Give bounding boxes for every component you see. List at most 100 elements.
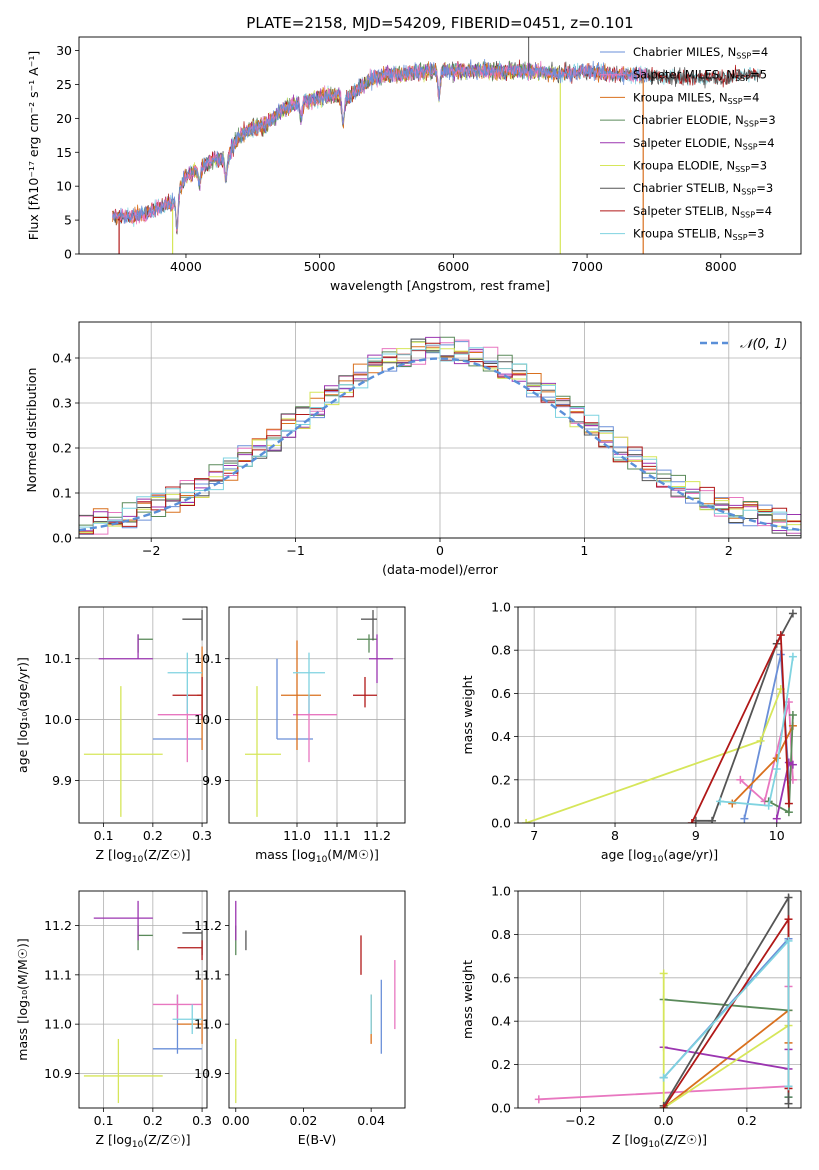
residuals-legend-label: 𝒩(0, 1) <box>740 337 787 352</box>
mass_vs_EBV-points-group <box>235 900 396 1104</box>
mass_weight_vs_age-series-group <box>522 609 797 823</box>
spectrum-frame <box>78 36 802 255</box>
age_vs_mass-ytick-label: 10.1 <box>194 651 222 666</box>
age_vs_Z-points-group <box>83 610 203 817</box>
residuals-xtick-label: 0 <box>436 543 444 558</box>
mass_weight_vs_Z-ytick-label: 0.0 <box>491 1101 511 1116</box>
age_vs_mass-panel: 11.0 11.1 11.2 9.9 10.0 10.1 mass [log10(M/M☉)… <box>194 606 406 865</box>
residuals-xtick-label: 2 <box>725 543 733 558</box>
age_vs_mass-xlabel: mass [log10(M/M☉)] <box>255 847 379 865</box>
residuals-ytick-label: 0.3 <box>52 396 72 411</box>
mass_vs_EBV-frame <box>228 890 406 1109</box>
age_vs_Z-panel: 0.1 0.2 0.3 9.9 10.0 10.1 Z [log10(Z/Z☉)] age [… <box>15 606 212 865</box>
mass_weight_vs_Z-ytick-label: 0.6 <box>491 970 511 985</box>
age_vs_mass-ytick-label: 9.9 <box>202 773 222 788</box>
spectrum-legend-label: Kroupa MILES, NSSP=4 <box>633 90 759 106</box>
spectrum-ytick-label: 5 <box>64 213 72 228</box>
mass_weight_vs_Z-xtick-label: 0.2 <box>737 1113 757 1128</box>
age_vs_mass-ytick-label: 10.0 <box>194 712 222 727</box>
mass_vs_EBV-xtick-label: 0.02 <box>290 1113 318 1128</box>
residuals-xtick-label: −2 <box>142 543 160 558</box>
spectrum-ytick-label: 10 <box>56 179 72 194</box>
mass_vs_Z-ytick-label: 10.9 <box>44 1066 72 1081</box>
mass_vs_Z-xtick-label: 0.2 <box>143 1113 163 1128</box>
mass_weight_vs_age-xtick-label: 10 <box>769 828 785 843</box>
residuals-ytick-label: 0.1 <box>52 486 72 501</box>
mass_weight_vs_Z-panel: −0.2 0.0 0.2 0.0 0.2 0.4 0.6 0.8 1.0 Z [log10(Z/Z… <box>460 884 802 1150</box>
mass_vs_Z-ytick-label: 11.0 <box>44 1017 72 1032</box>
residuals-normal-curve <box>79 357 801 532</box>
age_vs_Z-ytick-label: 10.1 <box>44 651 72 666</box>
residuals-ytick-label: 0.0 <box>52 531 72 546</box>
mass_vs_EBV-ytick-label: 11.1 <box>194 967 222 982</box>
age_vs_Z-ylabel: age [log₁₀(age/yr)] <box>15 657 30 773</box>
spectrum-xtick-label: 4000 <box>170 259 202 274</box>
spectrum-xtick-label: 7000 <box>571 259 603 274</box>
mass_vs_Z-frame <box>78 890 208 1109</box>
mass_weight_vs_age-xtick-label: 8 <box>611 828 619 843</box>
residuals-ylabel: Normed distribution <box>24 368 39 493</box>
spectrum-xtick-label: 5000 <box>304 259 336 274</box>
spectrum-legend-label: Chabrier STELIB, NSSP=3 <box>633 181 773 197</box>
spectrum-xtick-label: 6000 <box>437 259 469 274</box>
mass_vs_Z-points-group <box>83 900 203 1104</box>
mass_vs_Z-ylabel: mass [log₁₀(M/M☉)] <box>15 938 30 1060</box>
age_vs_mass-frame <box>228 606 406 824</box>
spectrum-legend-label: Chabrier ELODIE, NSSP=3 <box>633 113 776 129</box>
mass_weight_vs_Z-ytick-label: 0.8 <box>491 927 511 942</box>
mass_vs_EBV-xtick-label: 0.04 <box>357 1113 385 1128</box>
mass_weight_vs_age-ytick-label: 1.0 <box>491 600 511 615</box>
residuals-panel: −2 −1 0 1 2 0.0 0.1 0.2 0.3 0.4 𝒩(0, 1) (data-model… <box>24 321 802 577</box>
spectrum-legend-label: Kroupa STELIB, NSSP=3 <box>633 227 764 243</box>
mass_vs_Z-ytick-label: 11.2 <box>44 918 72 933</box>
age_vs_mass-points-group <box>245 610 393 817</box>
spectrum-legend-label: Kroupa ELODIE, NSSP=3 <box>633 159 767 175</box>
residuals-ytick-label: 0.4 <box>52 351 72 366</box>
spectrum-line-1 <box>112 60 648 232</box>
spectrum-ytick-label: 30 <box>56 43 72 58</box>
age_vs_Z-xtick-label: 0.3 <box>192 828 212 843</box>
residuals-hist-8 <box>79 344 801 538</box>
mass_weight_vs_Z-xlabel: Z [log10(Z/Z☉)] <box>612 1132 707 1150</box>
spectrum-title: PLATE=2158, MJD=54209, FIBERID=0451, z=0… <box>246 14 633 32</box>
mass_weight_vs_age-line-1 <box>739 701 794 804</box>
mass_weight_vs_Z-ylabel: mass weight <box>460 960 475 1039</box>
mass_weight_vs_age-ytick-label: 0.6 <box>491 686 511 701</box>
mass_weight_vs_age-ytick-label: 0.8 <box>491 643 511 658</box>
age_vs_Z-ytick-label: 10.0 <box>44 712 72 727</box>
spectrum-xtick-label: 8000 <box>705 259 737 274</box>
mass_vs_EBV-ytick-label: 11.2 <box>194 918 222 933</box>
mass_vs_Z-xlabel: Z [log10(Z/Z☉)] <box>95 1132 190 1150</box>
mass_weight_vs_Z-ytick-label: 0.4 <box>491 1014 511 1029</box>
spectrum-ytick-label: 15 <box>56 145 72 160</box>
age_vs_Z-xtick-label: 0.2 <box>143 828 163 843</box>
mass_weight_vs_Z-xtick-label: 0.0 <box>654 1113 674 1128</box>
spectrum-legend-label: Salpeter STELIB, NSSP=4 <box>633 204 772 220</box>
mass_weight_vs_age-ytick-label: 0.2 <box>491 772 511 787</box>
mass_weight_vs_Z-series-group <box>534 893 793 1108</box>
age_vs_mass-xtick-label: 11.0 <box>283 828 311 843</box>
residuals-xtick-label: −1 <box>286 543 304 558</box>
spectrum-line-2 <box>112 61 644 229</box>
mass_weight_vs_age-ylabel: mass weight <box>460 675 475 754</box>
mass_weight_vs_Z-ytick-label: 0.2 <box>491 1057 511 1072</box>
mass_weight_vs_age-ytick-label: 0.0 <box>491 816 511 831</box>
age_vs_Z-xtick-label: 0.1 <box>94 828 114 843</box>
spectrum-legend-label: Chabrier MILES, NSSP=4 <box>633 45 768 61</box>
age_vs_Z-frame <box>78 606 208 824</box>
mass_vs_EBV-xlabel: E(B-V) <box>298 1132 337 1147</box>
age_vs_mass-xtick-label: 11.1 <box>323 828 351 843</box>
spectrum-legend-label: Salpeter MILES, NSSP=5 <box>633 68 767 84</box>
mass_weight_vs_age-xtick-label: 7 <box>530 828 538 843</box>
mass_weight_vs_age-line-8 <box>720 656 794 807</box>
mass_vs_Z-xtick-label: 0.1 <box>94 1113 114 1128</box>
mass_vs_EBV-ytick-label: 11.0 <box>194 1017 222 1032</box>
mass_weight_vs_Z-line-7 <box>662 916 790 1108</box>
residuals-series-group <box>79 336 801 538</box>
mass_weight_vs_Z-ytick-label: 1.0 <box>491 884 511 899</box>
age_vs_Z-ytick-label: 9.9 <box>52 773 72 788</box>
spectrum-legend-label: Salpeter ELODIE, NSSP=4 <box>633 136 775 152</box>
mass_vs_EBV-panel: 0.00 0.02 0.04 10.9 11.0 11.1 11.2 E(B-V) <box>194 890 406 1147</box>
spectrum-panel: 4000 5000 6000 7000 8000 0 5 10 15 20 25 30 Chabrier… <box>26 36 802 293</box>
